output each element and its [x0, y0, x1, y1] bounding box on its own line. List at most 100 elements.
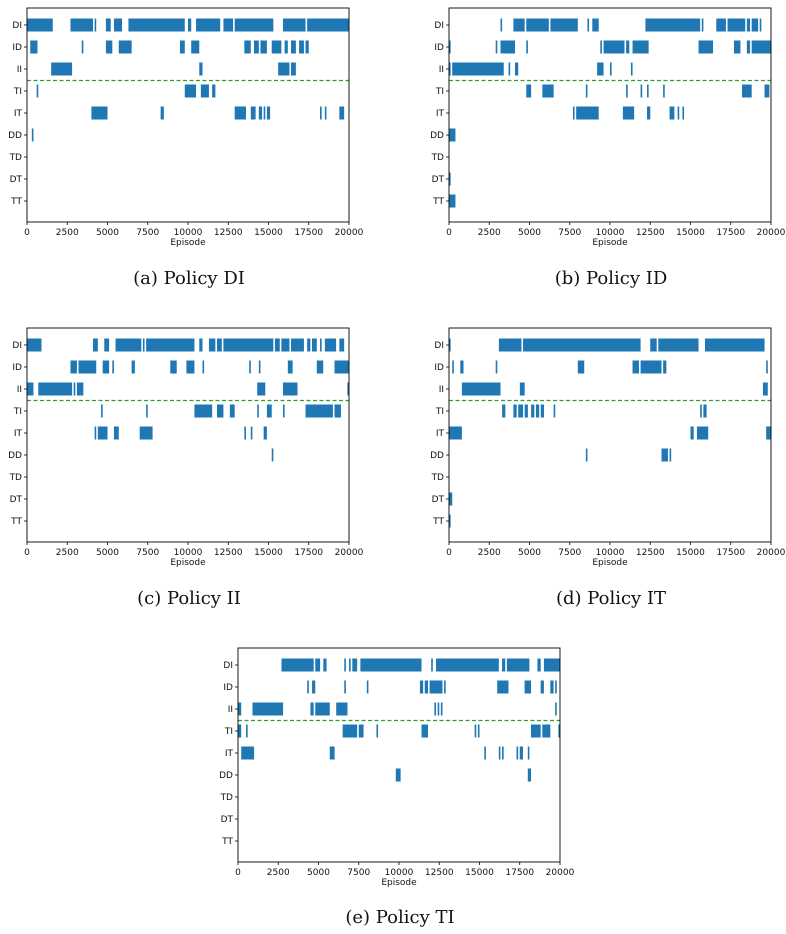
bar-it-5	[516, 746, 519, 760]
bar-ti-2	[585, 84, 588, 98]
plot-frame	[26, 7, 350, 223]
bar-dd-1	[661, 448, 668, 462]
bar-ii-1	[38, 382, 73, 396]
bar-id-1	[460, 360, 464, 374]
x-tick-label-7500: 7500	[558, 228, 581, 238]
y-tick-label-ti: TI	[13, 407, 22, 417]
bar-dd-0	[31, 128, 34, 142]
bar-ii-0	[51, 62, 73, 76]
bar-ti-8	[305, 404, 333, 418]
y-tick-label-di: DI	[12, 341, 22, 351]
bar-ii-0	[449, 62, 451, 76]
bar-di-9	[234, 18, 274, 32]
y-tick-label-tt: TT	[432, 517, 444, 527]
y-tick-label-it: IT	[14, 429, 23, 439]
y-tick-label-td: TD	[9, 153, 22, 163]
bar-ti-6	[266, 404, 272, 418]
bar-dd-2	[669, 448, 672, 462]
bar-di-1	[70, 18, 94, 32]
bar-id-9	[258, 360, 261, 374]
bar-it-1	[97, 426, 108, 440]
y-tick-label-dt: DT	[432, 495, 445, 505]
bar-id-7	[254, 40, 259, 54]
bar-dd-0	[395, 768, 401, 782]
bar-di-7	[701, 18, 704, 32]
bar-id-3	[112, 360, 114, 374]
bar-di-11	[307, 18, 349, 32]
bar-di-11	[537, 658, 541, 672]
y-tick-label-dd: DD	[430, 131, 444, 141]
bar-dd-0	[585, 448, 588, 462]
bar-ti-7	[282, 404, 285, 418]
bar-id-0	[30, 40, 38, 54]
bar-id-11	[291, 40, 296, 54]
y-tick-label-td: TD	[431, 473, 444, 483]
bar-it-2	[113, 426, 119, 440]
bar-it-3	[250, 106, 256, 120]
bar-id-7	[632, 40, 649, 54]
x-tick-label-20000: 20000	[335, 548, 364, 558]
y-tick-label-id: ID	[12, 43, 22, 53]
bar-ii-4	[597, 62, 604, 76]
bar-id-8	[249, 360, 251, 374]
bar-ti-2	[342, 724, 358, 738]
bar-ti-5	[257, 404, 259, 418]
bar-it-2	[484, 746, 486, 760]
y-tick-label-dt: DT	[10, 175, 23, 185]
bar-ti-2	[518, 404, 524, 418]
bar-ii-3	[315, 702, 330, 716]
chart-a: DI ID II TI IT DD TD DT TT 0 2500 5000 7500 10000 1250…	[8, 7, 364, 248]
bar-ii-3	[76, 382, 84, 396]
bar-id-11	[751, 40, 771, 54]
bar-id-0	[70, 360, 77, 374]
bar-id-1	[81, 40, 84, 54]
bar-ii-0	[238, 702, 242, 716]
x-tick-label-17500: 17500	[505, 868, 534, 878]
bar-ii-1	[452, 62, 504, 76]
x-tick-label-20000: 20000	[757, 548, 786, 558]
y-tick-label-ti: TI	[435, 87, 444, 97]
bar-it-8	[324, 106, 327, 120]
bar-dd-1	[527, 768, 532, 782]
bar-id-6	[429, 680, 443, 694]
bar-it-4	[244, 426, 246, 440]
y-tick-label-ti: TI	[13, 87, 22, 97]
x-tick-label-17500: 17500	[716, 228, 745, 238]
bar-id-5	[170, 360, 177, 374]
bar-it-2	[696, 426, 709, 440]
bar-di-10	[506, 658, 530, 672]
bar-di-7	[431, 658, 433, 672]
bar-ti-3	[524, 404, 528, 418]
x-tick-label-12500: 12500	[214, 228, 243, 238]
x-tick-label-20000: 20000	[335, 228, 364, 238]
bar-it-3	[498, 746, 501, 760]
x-tick-label-0: 0	[24, 228, 30, 238]
bar-tt-0	[449, 514, 451, 528]
bar-di-13	[307, 338, 311, 352]
y-tick-label-it: IT	[14, 109, 23, 119]
bar-id-8	[497, 680, 509, 694]
bar-id-12	[334, 360, 349, 374]
bar-it-2	[622, 106, 635, 120]
bar-ii-2	[278, 62, 290, 76]
caption-b: (b) Policy ID	[554, 268, 668, 289]
bar-id-8	[698, 40, 714, 54]
bar-id-6	[186, 360, 195, 374]
x-tick-label-10000: 10000	[174, 228, 203, 238]
bar-ii-6	[347, 382, 349, 396]
bar-di-0	[281, 658, 314, 672]
bar-di-14	[311, 338, 317, 352]
bar-ti-0	[238, 724, 242, 738]
y-tick-label-td: TD	[431, 153, 444, 163]
bar-di-12	[759, 18, 762, 32]
y-tick-label-dd: DD	[8, 131, 22, 141]
bar-it-3	[139, 426, 153, 440]
bar-di-0	[27, 18, 53, 32]
bar-ti-5	[421, 724, 428, 738]
bar-di-6	[360, 658, 422, 672]
bar-di-11	[751, 18, 759, 32]
bar-dt-0	[449, 492, 453, 506]
x-tick-label-5000: 5000	[518, 228, 541, 238]
bar-di-8	[216, 338, 222, 352]
bar-ti-9	[334, 404, 341, 418]
